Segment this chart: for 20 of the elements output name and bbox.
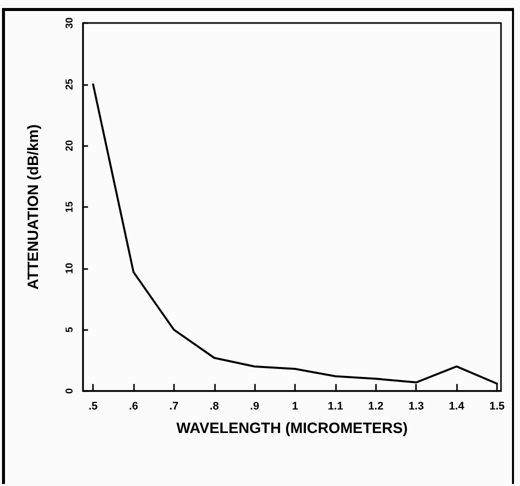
x-tick-label: .7 (169, 400, 178, 412)
x-axis-title: WAVELENGTH (MICROMETERS) (176, 420, 408, 437)
x-tick-label: 1.5 (489, 400, 505, 412)
x-tick-label: 1.4 (448, 400, 466, 412)
y-tick-label: 15 (64, 201, 76, 213)
x-tick-label: .6 (128, 400, 138, 412)
x-tick-label: 1 (292, 400, 298, 412)
x-tick-label: .9 (250, 400, 260, 412)
x-tick-label: 1.1 (328, 400, 344, 412)
y-tick-label: 5 (64, 326, 76, 332)
y-tick-label: 10 (64, 262, 76, 274)
y-axis-title: ATTENUATION (dB/km) (25, 124, 42, 290)
x-tick-label: .5 (88, 400, 98, 412)
y-tick-label: 20 (64, 140, 76, 152)
y-tick-label: 30 (64, 17, 76, 29)
x-tick-label: 1.3 (408, 400, 424, 412)
x-tick-label: 1.2 (368, 400, 384, 412)
y-tick-label: 0 (64, 388, 76, 394)
y-tick-label: 25 (64, 78, 76, 90)
x-tick-label: .8 (210, 400, 219, 412)
